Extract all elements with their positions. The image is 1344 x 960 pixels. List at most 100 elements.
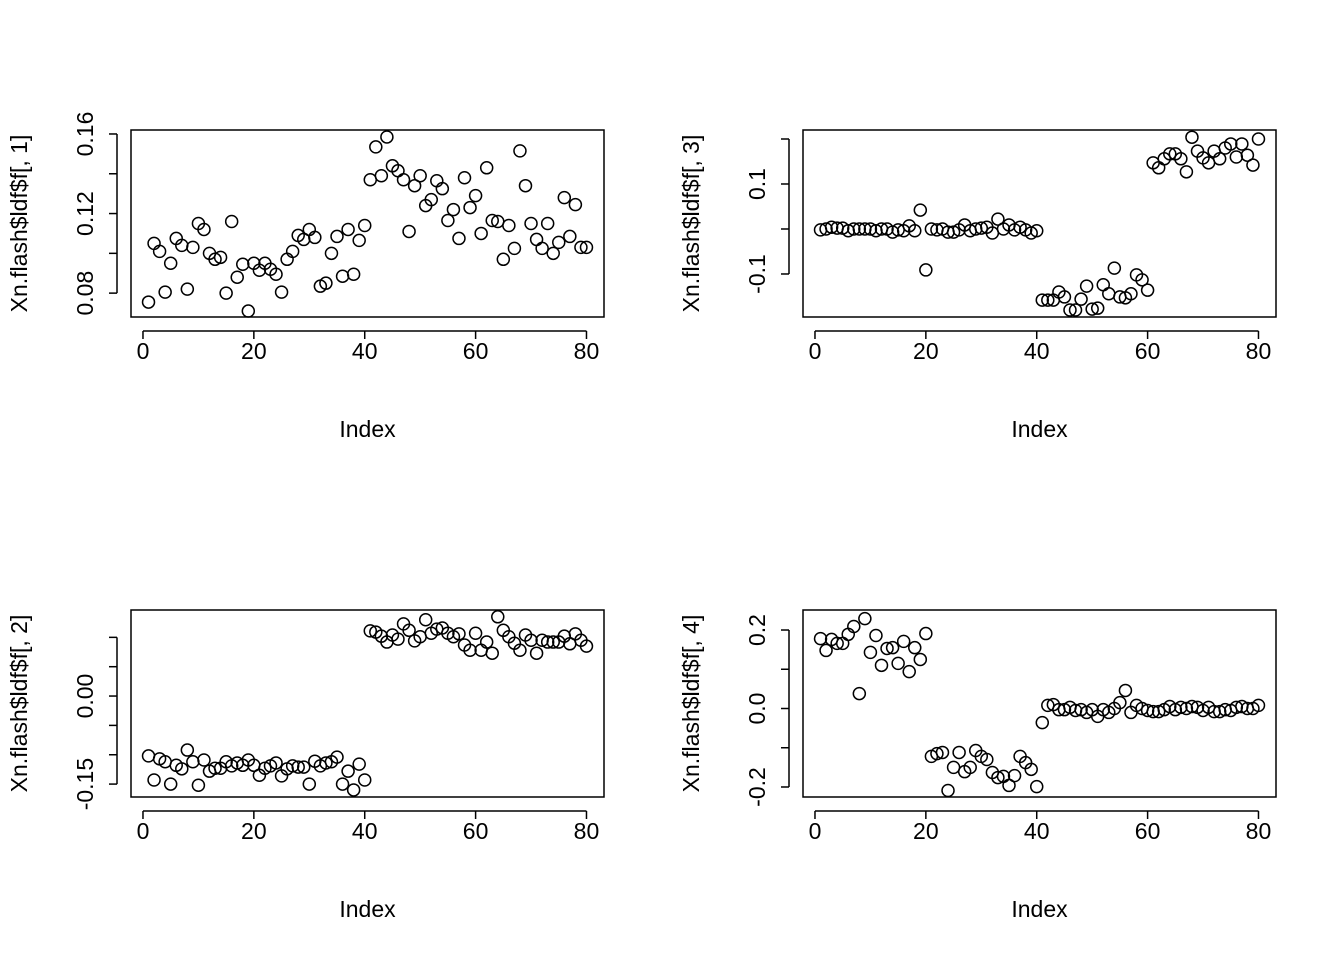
x-tick-label: 0 (137, 818, 150, 844)
point (1140, 703, 1155, 718)
x-axis-label: Index (339, 416, 396, 442)
point (452, 231, 466, 246)
point (418, 612, 433, 627)
point (579, 240, 594, 255)
point (935, 745, 950, 760)
point (152, 244, 167, 259)
x-axis-label: Index (1011, 416, 1068, 442)
point (1235, 137, 1249, 151)
x-axis-label: Index (339, 896, 396, 922)
point (141, 295, 156, 309)
point (402, 623, 416, 638)
point (913, 203, 928, 217)
y-tick-label: 0.1 (744, 168, 770, 200)
x-tick-label: 40 (1024, 338, 1050, 364)
point (1007, 768, 1022, 783)
point (369, 140, 383, 154)
point (274, 285, 289, 299)
point (186, 755, 200, 769)
point (324, 246, 339, 261)
point (852, 222, 867, 236)
point (524, 633, 538, 648)
point (991, 212, 1005, 226)
point (446, 202, 461, 217)
y-tick-label: 0.0 (744, 693, 770, 725)
point (847, 619, 861, 634)
point (335, 777, 350, 791)
y-axis-label: Xn.flash$ldf$f[, 3] (678, 135, 704, 313)
point (1151, 704, 1166, 719)
point (1057, 290, 1072, 304)
point (1185, 130, 1199, 144)
plot-box (802, 609, 1277, 798)
point (241, 304, 256, 318)
x-tick-label: 80 (574, 338, 600, 364)
point (391, 632, 405, 646)
x-axis-label: Index (1011, 896, 1068, 922)
point (335, 269, 350, 283)
point (908, 640, 922, 655)
point (463, 200, 477, 215)
point (1085, 302, 1099, 316)
point (352, 757, 366, 771)
point (474, 643, 488, 658)
point (863, 222, 878, 236)
point (230, 270, 244, 284)
point (529, 646, 544, 660)
x-tick-label: 40 (352, 818, 378, 844)
point (407, 178, 422, 193)
point (479, 161, 494, 175)
point (1029, 224, 1044, 238)
point (540, 635, 555, 649)
point (557, 190, 572, 205)
plot-box (802, 129, 1277, 318)
point (180, 282, 195, 296)
point (441, 213, 455, 228)
point (346, 267, 361, 281)
point (574, 240, 588, 255)
point (513, 643, 527, 658)
x-tick-label: 20 (241, 818, 267, 844)
point (524, 216, 538, 231)
point (296, 760, 311, 774)
x-tick-label: 60 (1135, 338, 1161, 364)
point (285, 759, 300, 773)
point (880, 641, 894, 656)
point (269, 756, 283, 770)
point (357, 218, 372, 233)
point (330, 750, 344, 764)
point (535, 241, 549, 256)
point (1035, 715, 1050, 730)
point (830, 636, 844, 651)
point (424, 192, 439, 207)
y-tick-label: -0.1 (744, 254, 770, 294)
point (1074, 292, 1088, 306)
point (468, 626, 483, 640)
point (824, 220, 839, 234)
point (141, 749, 156, 763)
point (1163, 147, 1177, 161)
point (1068, 303, 1083, 317)
point (1174, 152, 1188, 166)
point (491, 610, 505, 624)
point (269, 267, 283, 281)
point (1090, 301, 1105, 315)
y-tick-label: -0.2 (744, 767, 770, 807)
point (1229, 700, 1244, 715)
point (163, 256, 178, 271)
point (357, 773, 372, 787)
y-tick-label: 0.16 (72, 112, 98, 157)
x-tick-label: 80 (1246, 338, 1272, 364)
point (1024, 762, 1038, 777)
x-tick-label: 0 (137, 338, 150, 364)
point (175, 762, 189, 776)
point (819, 643, 833, 658)
point (346, 783, 361, 797)
point (197, 753, 211, 767)
point (1102, 287, 1116, 301)
point (991, 770, 1005, 785)
point (474, 226, 488, 241)
point (224, 214, 239, 229)
point (1246, 158, 1260, 172)
point (363, 624, 378, 638)
